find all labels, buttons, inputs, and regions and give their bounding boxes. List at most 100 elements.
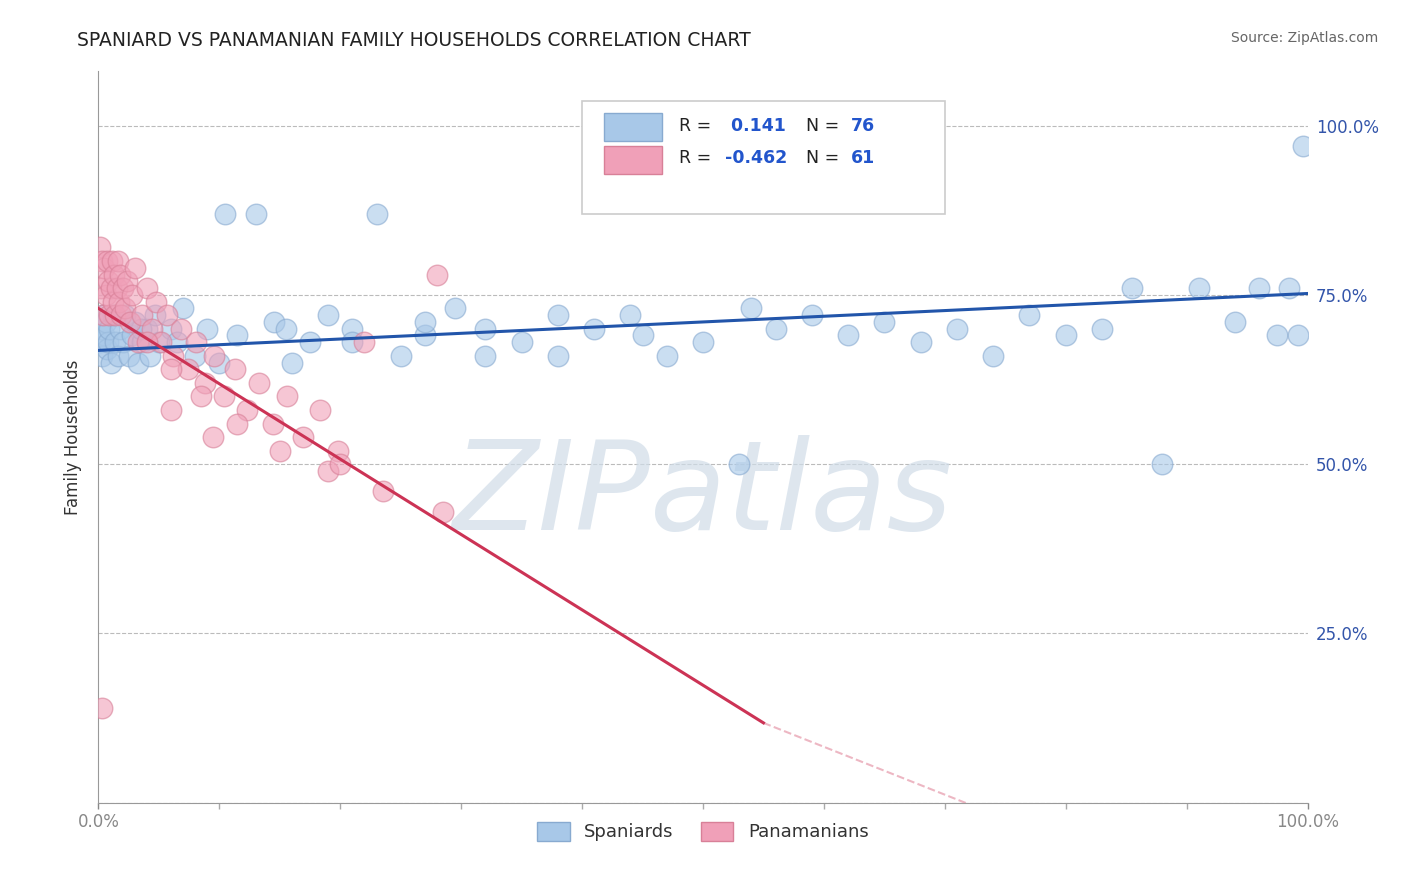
Point [444, 301, 467, 316]
Point [160, 403, 183, 417]
Point [1292, 139, 1315, 153]
Point [308, 403, 330, 417]
Point [160, 322, 183, 336]
Point [166, 335, 188, 350]
Point [107, 349, 129, 363]
Point [510, 335, 533, 350]
Point [90, 281, 112, 295]
Point [111, 335, 134, 350]
Point [93, 328, 115, 343]
Point [765, 322, 787, 336]
Point [728, 457, 751, 471]
Text: -0.462: -0.462 [724, 149, 787, 167]
Point [121, 328, 143, 343]
Point [89, 335, 111, 350]
Point [910, 335, 932, 350]
Point [329, 457, 352, 471]
Point [316, 308, 339, 322]
Point [127, 335, 149, 350]
Point [118, 349, 141, 363]
Point [135, 335, 157, 350]
Point [837, 328, 859, 343]
Point [353, 335, 375, 350]
Text: 0.141: 0.141 [724, 117, 786, 136]
Point [316, 464, 339, 478]
Point [89, 240, 111, 254]
Point [97, 335, 120, 350]
Point [114, 308, 136, 322]
Point [131, 335, 153, 350]
Point [91, 308, 114, 322]
Point [104, 308, 127, 322]
Point [93, 260, 115, 275]
Point [135, 281, 157, 295]
Point [100, 254, 122, 268]
Point [184, 349, 207, 363]
Point [326, 443, 349, 458]
Point [94, 288, 117, 302]
Point [583, 322, 606, 336]
Point [291, 430, 314, 444]
Point [800, 308, 823, 322]
Text: SPANIARD VS PANAMANIAN FAMILY HOUSEHOLDS CORRELATION CHART: SPANIARD VS PANAMANIAN FAMILY HOUSEHOLDS… [77, 31, 751, 50]
Point [281, 355, 304, 369]
Point [150, 335, 173, 350]
Point [366, 206, 388, 220]
Point [190, 389, 212, 403]
Text: R =: R = [679, 117, 717, 136]
Point [98, 308, 121, 322]
Point [104, 335, 127, 350]
Point [981, 349, 1004, 363]
Point [299, 335, 322, 350]
Point [105, 281, 128, 295]
Point [342, 335, 364, 350]
Text: ZIPatlas: ZIPatlas [453, 435, 953, 556]
Point [208, 355, 231, 369]
Point [1018, 308, 1040, 322]
Point [1091, 322, 1114, 336]
Point [129, 322, 152, 336]
Point [111, 281, 134, 295]
Point [214, 206, 236, 220]
Point [247, 376, 270, 390]
Point [91, 701, 114, 715]
Point [1278, 281, 1301, 295]
Point [413, 315, 436, 329]
Point [97, 274, 120, 288]
Point [236, 403, 259, 417]
FancyBboxPatch shape [603, 113, 662, 141]
Point [474, 349, 496, 363]
Point [1286, 328, 1309, 343]
Point [263, 315, 285, 329]
Point [143, 308, 166, 322]
Point [124, 315, 146, 329]
Point [276, 389, 298, 403]
Point [245, 206, 267, 220]
Point [162, 349, 184, 363]
Text: 61: 61 [851, 149, 875, 167]
Point [135, 322, 157, 336]
Point [96, 342, 118, 356]
Point [342, 322, 364, 336]
Point [124, 260, 146, 275]
Point [94, 315, 117, 329]
Point [371, 484, 394, 499]
Point [108, 268, 131, 282]
Point [169, 322, 191, 336]
Point [117, 274, 139, 288]
Point [194, 376, 217, 390]
Point [107, 254, 129, 268]
Point [692, 335, 714, 350]
Point [121, 288, 143, 302]
Legend: Spaniards, Panamanians: Spaniards, Panamanians [530, 814, 876, 848]
Point [432, 505, 454, 519]
Point [118, 315, 141, 329]
Text: N =: N = [806, 117, 845, 136]
Point [177, 362, 200, 376]
Point [269, 443, 291, 458]
Point [262, 417, 284, 431]
Text: R =: R = [679, 149, 717, 167]
Point [101, 308, 124, 322]
Text: Source: ZipAtlas.com: Source: ZipAtlas.com [1230, 31, 1378, 45]
Point [224, 362, 246, 376]
